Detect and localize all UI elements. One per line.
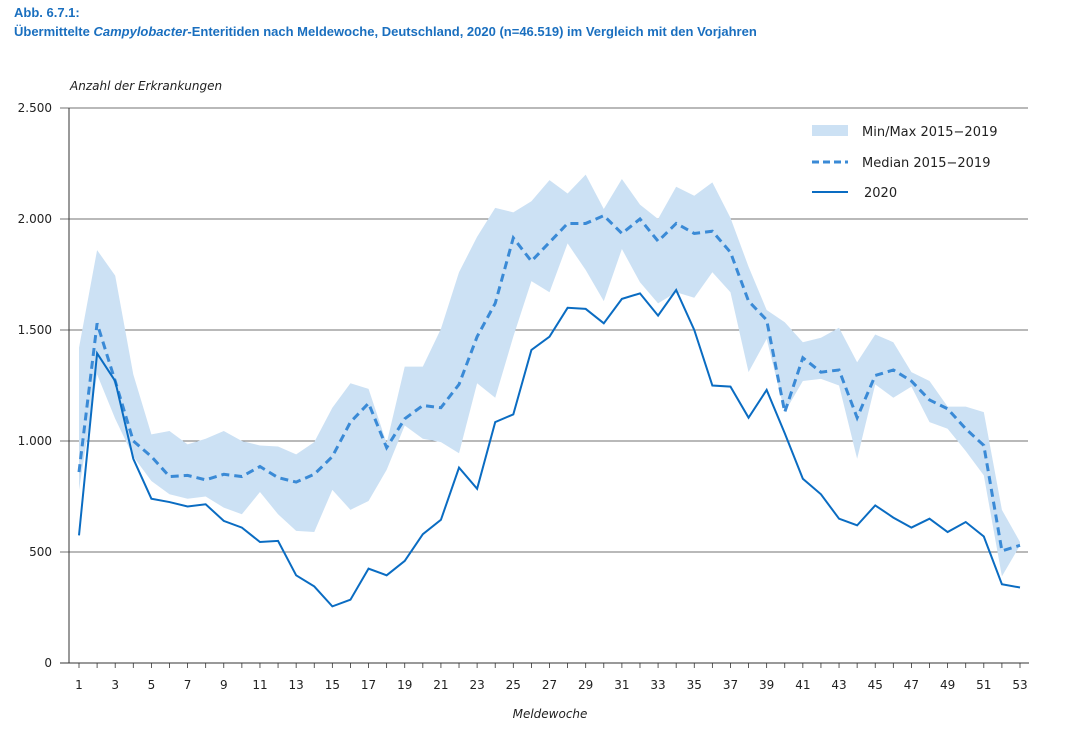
x-tick-label: 33 (650, 678, 665, 692)
x-tick-label: 23 (469, 678, 484, 692)
x-axis-label: Meldewoche (513, 707, 588, 721)
y-tick-label: 2.500 (18, 101, 52, 115)
x-tick-label: 27 (542, 678, 557, 692)
x-tick-label: 51 (976, 678, 991, 692)
x-tick-label: 45 (868, 678, 883, 692)
x-tick-label: 41 (795, 678, 810, 692)
title-italic: Campylobacter (93, 24, 188, 39)
legend-median-label: Median 2015−2019 (862, 156, 990, 171)
x-tick-label: 11 (252, 678, 267, 692)
x-tick-label: 25 (506, 678, 521, 692)
line-2020 (78, 288, 1021, 608)
x-tick-label: 53 (1012, 678, 1027, 692)
figure-title: Übermittelte Campylobacter-Enteritiden n… (14, 24, 757, 39)
x-tick-label: 21 (433, 678, 448, 692)
y-tick-label: 2.000 (18, 212, 52, 226)
x-tick-label: 13 (289, 678, 304, 692)
legend-band-swatch (812, 125, 848, 136)
x-tick-label: 9 (220, 678, 228, 692)
legend-2020-label: 2020 (864, 186, 897, 201)
legend-band-label: Min/Max 2015−2019 (862, 125, 998, 140)
x-tick-label: 47 (904, 678, 919, 692)
legend: Min/Max 2015−2019 Median 2015−2019 2020 (812, 125, 998, 201)
y-tick-label: 1.500 (18, 323, 52, 337)
x-tick-label: 31 (614, 678, 629, 692)
x-tick-label: 17 (361, 678, 376, 692)
x-tick-label: 35 (687, 678, 702, 692)
title-suffix: -Enteritiden nach Meldewoche, Deutschlan… (187, 24, 757, 39)
median-line (77, 213, 1021, 553)
minmax-band (79, 174, 1020, 577)
x-tick-label: 19 (397, 678, 412, 692)
x-tick-label: 39 (759, 678, 774, 692)
x-tick-label: 1 (75, 678, 83, 692)
x-tick-label: 15 (325, 678, 340, 692)
y-tick-label: 500 (29, 545, 52, 559)
x-tick-label: 37 (723, 678, 738, 692)
x-tick-label: 29 (578, 678, 593, 692)
figure-label: Abb. 6.7.1: (14, 5, 80, 20)
y-tick-label: 0 (44, 656, 52, 670)
title-prefix: Übermittelte (14, 24, 94, 39)
x-tick-label: 7 (184, 678, 192, 692)
y-axis-label: Anzahl der Erkrankungen (69, 79, 222, 93)
x-tick-label: 3 (111, 678, 119, 692)
x-tick-label: 5 (148, 678, 156, 692)
x-tick-label: 49 (940, 678, 955, 692)
x-tick-label: 43 (831, 678, 846, 692)
y-tick-label: 1.000 (18, 434, 52, 448)
